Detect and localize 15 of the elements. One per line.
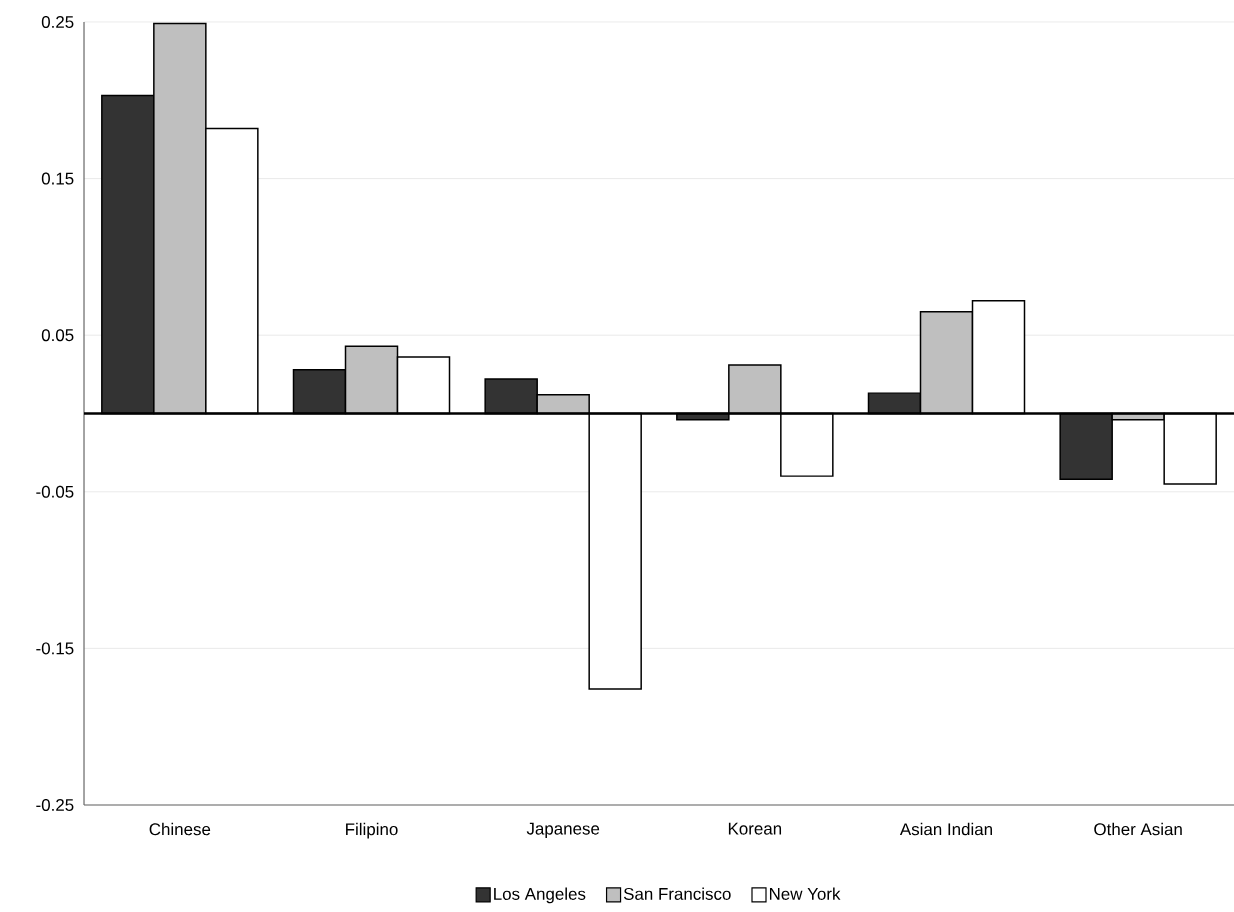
x-tick-label: Other Asian (1094, 822, 1182, 836)
x-tick-label: Korean (728, 822, 782, 835)
x-tick-label: Filipino (346, 822, 398, 839)
legend-label: New York (769, 887, 841, 900)
x-tick-label: Japanese (526, 822, 600, 838)
legend-label: Los Angeles (494, 887, 586, 904)
x-tick-label: Chinese (149, 822, 211, 836)
legend-label: San Francisco (623, 887, 731, 900)
x-tick-label: Asian Indian (899, 822, 992, 836)
y-tick-label: -0.25 (36, 798, 74, 811)
y-tick-label: -0.15 (36, 642, 74, 655)
y-tick-label: 0.05 (41, 329, 74, 342)
y-tick-label: 0.25 (41, 15, 74, 28)
y-tick-label: -0.05 (36, 485, 74, 498)
y-tick-label: 0.15 (41, 172, 74, 185)
